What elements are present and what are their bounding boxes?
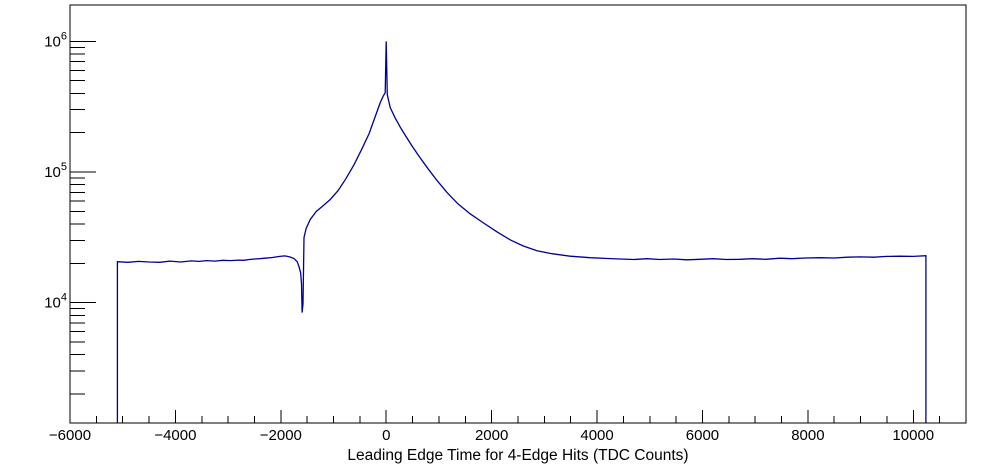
x-tick-label: −2000	[260, 427, 302, 444]
x-tick-label: 4000	[580, 427, 613, 444]
y-tick-label: 106	[44, 30, 67, 50]
x-tick-label: 8000	[791, 427, 824, 444]
axis-ticks	[69, 40, 941, 423]
x-tick-label: 0	[382, 427, 390, 444]
x-tick-label: 10000	[892, 427, 934, 444]
histogram-line	[116, 41, 927, 423]
y-tick-label: 105	[44, 161, 67, 181]
x-tick-label: −4000	[154, 427, 196, 444]
x-axis-title: Leading Edge Time for 4-Edge Hits (TDC C…	[347, 447, 688, 464]
x-tick-label: −6000	[49, 427, 91, 444]
plot-frame	[69, 4, 967, 424]
axis-tick-labels: −6000 −4000 −2000 0 2000 4000 6000 8000 10000 104…	[44, 30, 934, 444]
x-tick-label: 2000	[475, 427, 508, 444]
x-tick-label: 6000	[686, 427, 719, 444]
y-tick-label: 104	[44, 292, 67, 312]
